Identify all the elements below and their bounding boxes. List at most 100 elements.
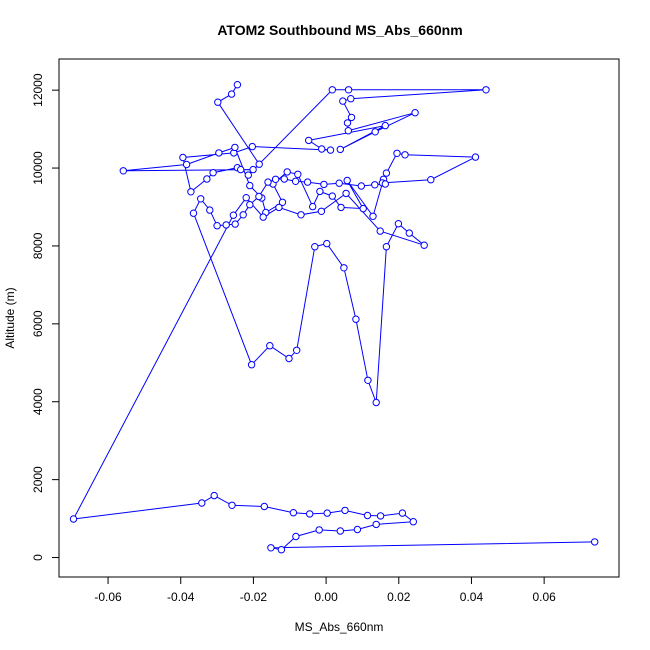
data-point [376, 227, 384, 235]
data-point [357, 182, 365, 190]
data-point [231, 220, 239, 228]
data-point [398, 509, 407, 517]
data-point [259, 213, 267, 221]
chart-title: ATOM2 Southbound MS_Abs_660nm [217, 22, 462, 38]
data-point [482, 86, 490, 94]
y-tick-label: 10000 [31, 151, 45, 185]
data-point [371, 181, 379, 189]
data-point [255, 192, 263, 201]
data-point [247, 361, 256, 369]
data-point [289, 509, 298, 517]
x-tick-label: 0.04 [460, 590, 484, 604]
data-point [233, 81, 242, 89]
data-point [342, 189, 350, 198]
data-point [227, 90, 236, 98]
data-point [214, 98, 222, 106]
y-tick-label: 2000 [31, 466, 45, 493]
data-point [343, 176, 351, 185]
data-point [246, 181, 254, 190]
data-point [242, 194, 250, 202]
data-point [229, 211, 238, 219]
data-point [372, 520, 380, 529]
data-point [339, 97, 347, 105]
data-point [309, 202, 317, 211]
data-point [237, 165, 245, 174]
data-point [376, 512, 385, 520]
data-point [323, 509, 331, 517]
data-point [305, 136, 313, 145]
data-point [409, 518, 417, 526]
x-axis-label: MS_Abs_660nm [295, 620, 384, 634]
x-axis: -0.06 -0.04 -0.02 0.00 0.02 0.04 0.06 [94, 576, 556, 604]
data-point [344, 127, 352, 135]
data-point [197, 195, 205, 203]
data-point [266, 342, 274, 350]
data-point [213, 222, 221, 230]
data-point [187, 188, 195, 196]
data-point [381, 121, 389, 130]
data-point [311, 243, 319, 251]
y-axis: 0 2000 4000 6000 8000 10000 12000 [31, 73, 60, 561]
data-point [393, 149, 401, 158]
data-point [381, 180, 389, 188]
data-point [318, 145, 326, 153]
data-point [359, 204, 367, 213]
series-layer [69, 81, 599, 554]
data-point [275, 203, 283, 212]
x-tick-label: 0.06 [532, 590, 556, 604]
data-point [294, 170, 302, 179]
data-point [401, 151, 409, 159]
data-point [198, 499, 206, 507]
data-point [69, 515, 78, 523]
data-point [420, 241, 428, 249]
data-point [427, 176, 435, 184]
data-point [278, 198, 287, 207]
data-point [277, 546, 286, 554]
y-tick-label: 8000 [31, 232, 45, 259]
data-point [364, 376, 372, 384]
data-point [353, 525, 362, 534]
data-point [248, 142, 257, 151]
data-point [179, 153, 187, 162]
data-point [228, 501, 236, 509]
data-point [285, 354, 293, 363]
data-point [323, 239, 331, 248]
data-point [328, 192, 336, 200]
data-point [293, 346, 301, 354]
data-point [189, 209, 198, 217]
data-point [344, 86, 353, 94]
data-point [369, 212, 377, 221]
data-point [215, 149, 223, 157]
data-point [264, 178, 272, 186]
data-point [335, 179, 343, 187]
x-tick-label: 0.02 [387, 590, 411, 604]
x-tick-label: 0.00 [314, 590, 338, 604]
data-point [340, 264, 348, 272]
data-point [271, 175, 280, 184]
data-point [405, 229, 413, 237]
data-point [255, 160, 263, 168]
data-point [260, 502, 268, 511]
data-point [352, 315, 360, 323]
data-point [291, 177, 300, 186]
x-tick-label: -0.06 [94, 590, 122, 604]
data-point [303, 178, 312, 186]
data-point [363, 511, 372, 520]
data-point [328, 86, 336, 94]
data-point [336, 527, 344, 535]
data-point [206, 206, 214, 214]
data-point [347, 113, 356, 122]
series-line [72, 84, 595, 551]
data-point [222, 221, 230, 229]
y-tick-label: 0 [31, 554, 45, 561]
data-point [246, 201, 254, 209]
x-tick-label: -0.04 [167, 590, 195, 604]
x-tick-label: -0.02 [240, 590, 268, 604]
data-point [297, 211, 305, 219]
data-point [371, 128, 379, 136]
data-point [347, 95, 355, 103]
data-point [239, 211, 247, 219]
